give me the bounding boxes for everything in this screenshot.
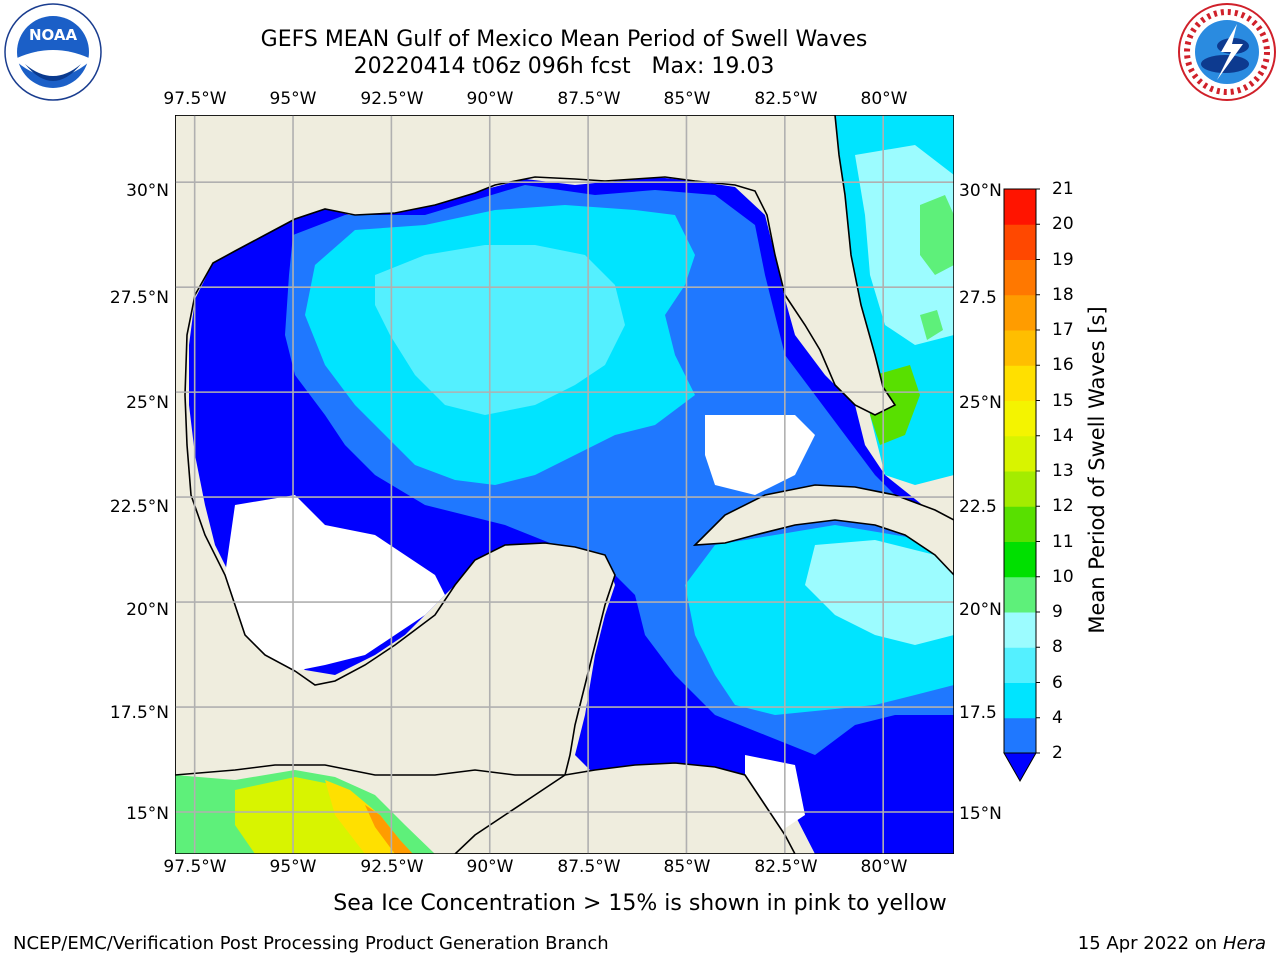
colorbar-tick-label: 4 (1052, 707, 1063, 728)
lon-tick-top: 90°W (466, 89, 514, 109)
colorbar-segment (1004, 612, 1036, 648)
colorbar-tick-label: 8 (1052, 637, 1063, 658)
lat-tick-left: 30°N (126, 181, 169, 201)
atlantic-period-9-10s (920, 195, 954, 275)
colorbar-segment (1004, 506, 1036, 542)
colorbar-segment (1004, 541, 1036, 578)
colorbar-tick-label: 21 (1052, 179, 1074, 199)
lon-tick-top: 95°W (269, 89, 317, 109)
land-central-america (453, 762, 796, 854)
lon-tick-bottom: 90°W (466, 857, 514, 877)
noaa-logo-icon: NOAA (4, 3, 102, 101)
lat-tick-left: 25°N (126, 393, 169, 413)
lat-tick-right: 15°N (959, 804, 1002, 824)
lon-tick-bottom: 87.5°W (557, 857, 621, 877)
lon-tick-top: 82.5°W (754, 89, 818, 109)
swell-period-map (175, 115, 954, 854)
colorbar-segment (1004, 435, 1036, 472)
land-us-mexico-north (175, 115, 897, 776)
colorbar-segment (1004, 647, 1036, 683)
colorbar-segment (1004, 189, 1036, 225)
lat-tick-right: 30°N (959, 181, 1002, 201)
colorbar-tick-label: 15 (1052, 390, 1074, 411)
lat-tick-left: 17.5°N (109, 703, 169, 723)
atlantic-period-8-9s (855, 145, 954, 345)
colorbar-segment (1004, 682, 1036, 719)
colorbar-segment (1004, 330, 1036, 366)
lat-tick-left: 15°N (126, 804, 169, 824)
footer-credit: NCEP/EMC/Verification Post Processing Pr… (13, 933, 609, 954)
no-data-bay-campeche (225, 495, 445, 675)
colorbar-tick-label: 11 (1052, 531, 1074, 552)
lat-tick-right: 22.5 (959, 497, 997, 517)
colorbar-tick-label: 14 (1052, 425, 1074, 446)
lon-tick-bottom: 92.5°W (360, 857, 424, 877)
lat-tick-right: 17.5 (959, 703, 997, 723)
colorbar-segment (1004, 471, 1036, 507)
colorbar-segment (1004, 576, 1036, 613)
colorbar-tick-label: 18 (1052, 284, 1074, 305)
colorbar-label: Mean Period of Swell Waves [s] (1085, 306, 1109, 634)
map-gridlines (175, 115, 954, 854)
colorbar-segment (1004, 294, 1036, 331)
colorbar-tick-label: 2 (1052, 743, 1063, 763)
colorbar-tick-label: 9 (1052, 602, 1063, 622)
colorbar-tick-label: 20 (1052, 214, 1074, 235)
colorbar (1003, 188, 1040, 783)
colorbar-tick-label: 13 (1052, 461, 1074, 481)
footer-host: Hera (1222, 933, 1266, 954)
colorbar-tick-label: 16 (1052, 355, 1074, 376)
nws-logo-icon (1178, 3, 1276, 101)
lon-tick-bottom: 85°W (663, 857, 711, 877)
florida-straits-period-9-10s (920, 310, 943, 340)
lat-tick-left: 27.5°N (109, 288, 169, 308)
colorbar-tick-label: 10 (1052, 566, 1074, 587)
map-title: GEFS MEAN Gulf of Mexico Mean Period of … (260, 27, 868, 52)
lon-tick-bottom: 82.5°W (754, 857, 818, 877)
colorbar-segment (1004, 717, 1036, 754)
lon-tick-top: 85°W (663, 89, 711, 109)
land-cuba (692, 484, 954, 577)
no-data-yucatan-channel (705, 415, 815, 495)
colorbar-segment (1004, 224, 1036, 260)
lon-tick-bottom: 95°W (269, 857, 317, 877)
pacific-period-17-18s (365, 805, 413, 854)
lon-tick-top: 87.5°W (557, 89, 621, 109)
lat-tick-left: 20°N (126, 600, 169, 620)
lon-tick-top: 97.5°W (163, 89, 227, 109)
lat-tick-right: 20°N (959, 600, 1002, 620)
lat-tick-left: 22.5°N (109, 497, 169, 517)
footer-date: 15 Apr 2022 on Hera (1078, 933, 1266, 954)
colorbar-tick-label: 17 (1052, 320, 1074, 340)
colorbar-tick-label: 19 (1052, 249, 1074, 270)
colorbar-segment (1004, 400, 1036, 437)
lat-tick-right: 27.5 (959, 288, 997, 308)
lon-tick-bottom: 97.5°W (163, 857, 227, 877)
colorbar-segment (1004, 259, 1036, 296)
colorbar-tick-label: 6 (1052, 672, 1063, 693)
lon-tick-bottom: 80°W (860, 857, 908, 877)
map-subtitle: 20220414 t06z 096h fcst Max: 19.03 (353, 54, 775, 79)
lon-tick-top: 80°W (860, 89, 908, 109)
lat-tick-right: 25°N (959, 393, 1002, 413)
caribbean-period-8-9s (805, 540, 954, 645)
colorbar-tick-label: 12 (1052, 496, 1074, 517)
colorbar-extend-arrow (1003, 752, 1037, 783)
colorbar-segment (1004, 365, 1036, 401)
footer-date-text: 15 Apr 2022 on (1077, 933, 1218, 954)
lon-tick-top: 92.5°W (360, 89, 424, 109)
noaa-logo-text: NOAA (29, 26, 78, 44)
map-caption: Sea Ice Concentration > 15% is shown in … (333, 891, 947, 916)
